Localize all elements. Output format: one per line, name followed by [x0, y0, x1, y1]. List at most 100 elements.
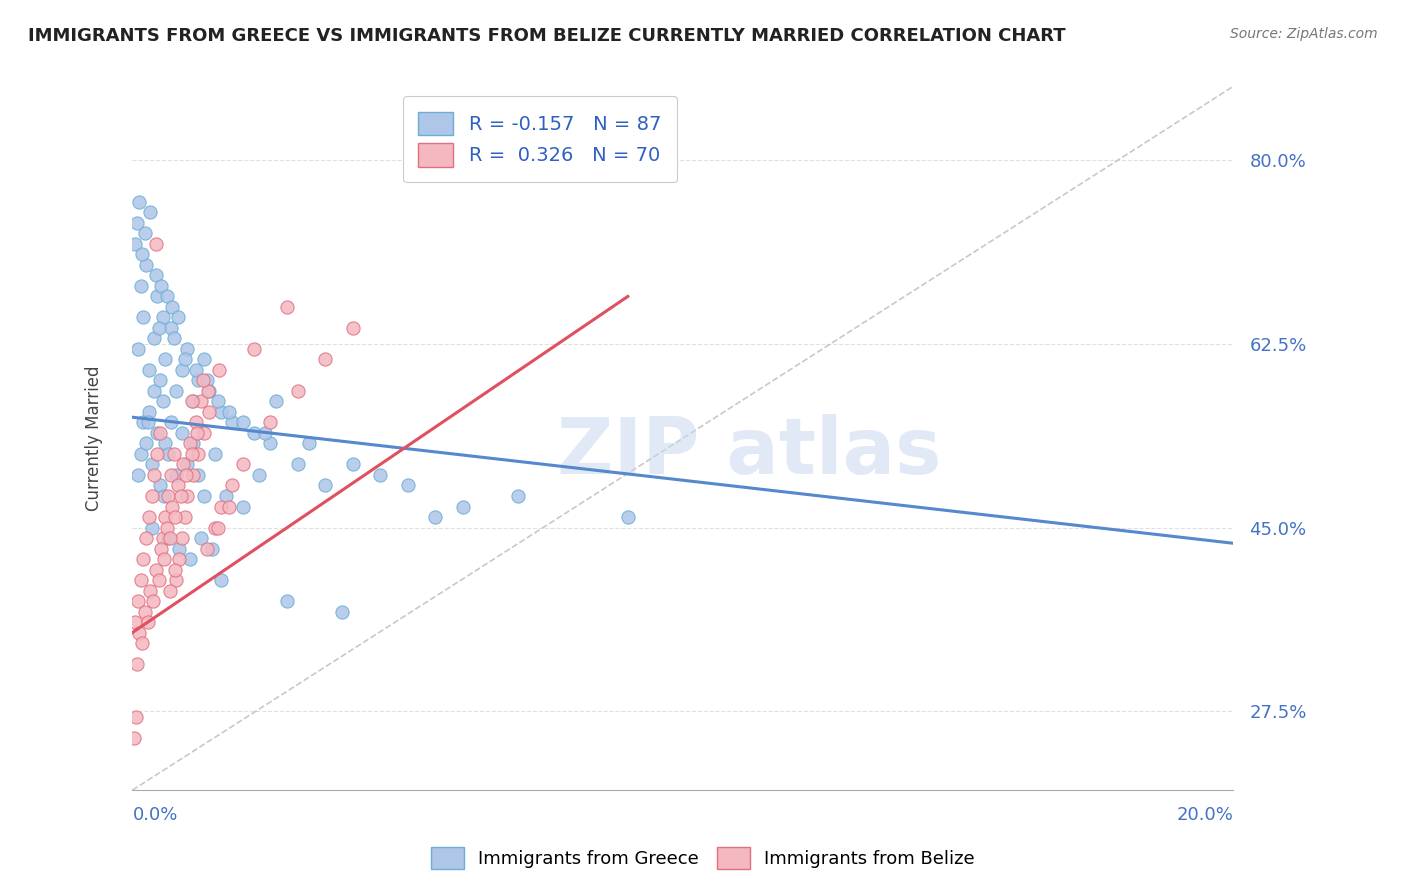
Point [143, 331, 166, 345]
Point [124, 615, 146, 629]
Text: 0.0%: 0.0% [132, 805, 177, 824]
Point [141, 458, 163, 472]
Text: Currently Married: Currently Married [84, 366, 103, 511]
Point [157, 447, 180, 461]
Point [160, 321, 183, 335]
Point [131, 247, 153, 261]
Point [187, 468, 209, 483]
Point [134, 605, 156, 619]
Point [506, 489, 529, 503]
Point [166, 478, 188, 492]
Legend: Immigrants from Greece, Immigrants from Belize: Immigrants from Greece, Immigrants from … [422, 838, 984, 879]
Point [155, 520, 177, 534]
Point [276, 594, 298, 608]
Point [184, 416, 207, 430]
Point [209, 573, 232, 587]
Point [425, 510, 447, 524]
Point [127, 468, 149, 483]
Point [330, 605, 353, 619]
Point [135, 436, 157, 450]
Point [135, 531, 157, 545]
Point [152, 531, 174, 545]
Point [181, 436, 204, 450]
Point [201, 541, 224, 556]
Point [125, 709, 148, 723]
Point [617, 510, 640, 524]
Point [150, 541, 173, 556]
Point [127, 342, 149, 356]
Point [160, 300, 183, 314]
Point [190, 394, 212, 409]
Point [247, 468, 270, 483]
Point [160, 500, 183, 514]
Point [190, 531, 212, 545]
Point [297, 436, 319, 450]
Point [198, 405, 221, 419]
Point [173, 352, 195, 367]
Point [138, 363, 160, 377]
Text: IMMIGRANTS FROM GREECE VS IMMIGRANTS FROM BELIZE CURRENTLY MARRIED CORRELATION C: IMMIGRANTS FROM GREECE VS IMMIGRANTS FRO… [28, 27, 1066, 45]
Point [191, 374, 214, 388]
Point [396, 478, 419, 492]
Point [165, 510, 187, 524]
Point [142, 594, 165, 608]
Point [153, 489, 176, 503]
Point [287, 384, 309, 398]
Point [166, 384, 188, 398]
Point [129, 447, 152, 461]
Point [193, 352, 215, 367]
Point [136, 416, 159, 430]
Point [231, 416, 253, 430]
Point [145, 562, 167, 576]
Point [166, 310, 188, 325]
Point [209, 500, 232, 514]
Point [166, 468, 188, 483]
Point [139, 583, 162, 598]
Point [176, 468, 198, 483]
Point [187, 447, 209, 461]
Point [150, 279, 173, 293]
Point [276, 300, 298, 314]
Point [132, 310, 155, 325]
Point [204, 447, 226, 461]
Point [167, 541, 190, 556]
Point [215, 489, 238, 503]
Point [125, 657, 148, 671]
Point [166, 573, 188, 587]
Point [159, 583, 181, 598]
Point [180, 447, 202, 461]
Point [157, 489, 180, 503]
Point [138, 405, 160, 419]
Point [141, 489, 163, 503]
Point [170, 489, 193, 503]
Point [207, 394, 229, 409]
Point [135, 258, 157, 272]
Point [207, 520, 229, 534]
Point [218, 500, 240, 514]
Point [165, 562, 187, 576]
Point [187, 374, 209, 388]
Point [242, 342, 264, 356]
Point [170, 531, 193, 545]
Point [179, 436, 201, 450]
Point [122, 731, 145, 745]
Point [163, 447, 186, 461]
Point [131, 636, 153, 650]
Point [152, 310, 174, 325]
Point [231, 458, 253, 472]
Point [195, 374, 218, 388]
Point [146, 447, 169, 461]
Point [128, 194, 150, 209]
Point [132, 552, 155, 566]
Point [160, 468, 183, 483]
Point [198, 384, 221, 398]
Point [155, 436, 177, 450]
Point [152, 394, 174, 409]
Point [193, 489, 215, 503]
Point [259, 436, 281, 450]
Point [159, 531, 181, 545]
Point [242, 425, 264, 440]
Point [138, 510, 160, 524]
Point [129, 279, 152, 293]
Point [342, 458, 364, 472]
